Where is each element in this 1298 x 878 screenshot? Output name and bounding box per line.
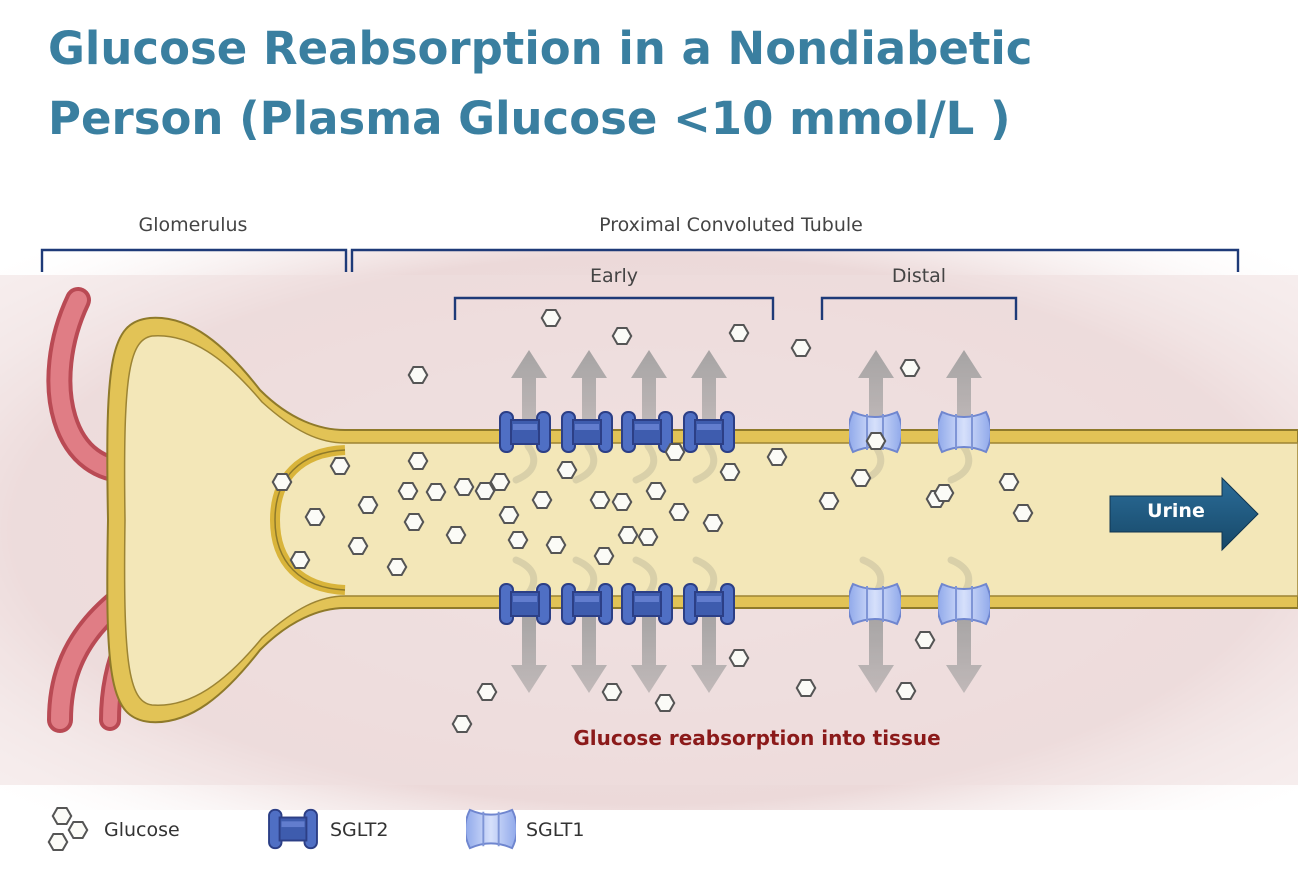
sglt1-transporter [938,411,990,453]
glucose-molecule [498,505,520,525]
legend-sglt2-icon [268,808,318,850]
distal-bracket [820,296,1018,320]
glucose-molecule [702,513,724,533]
glomerulus-label: Glomerulus [139,214,248,236]
glucose-molecule [397,481,419,501]
glucose-molecule [445,525,467,545]
glucose-molecule [589,490,611,510]
glucose-molecule [601,682,623,702]
glucose-molecule [407,451,429,471]
glucose-molecule [933,483,955,503]
early-label: Early [590,265,638,287]
glucose-molecule [357,495,379,515]
sglt1-transporter [938,583,990,625]
glucose-molecule [728,648,750,668]
glucose-molecule [668,502,690,522]
tissue-reabsorption-label: Glucose reabsorption into tissue [573,726,940,750]
glucose-molecule [899,358,921,378]
glucose-molecule [645,481,667,501]
glucose-molecule [795,678,817,698]
glucose-molecule [895,681,917,701]
glucose-molecule [611,326,633,346]
glucose-molecule [407,365,429,385]
glucose-molecule [556,460,578,480]
glucose-molecule [403,512,425,532]
glucose-molecule [507,530,529,550]
glucose-molecule [531,490,553,510]
glucose-molecule [386,557,408,577]
glucose-molecule [474,481,496,501]
glucose-molecule [289,550,311,570]
sglt1-transporter [849,583,901,625]
pct-bracket [350,248,1240,272]
region-brackets [40,248,1240,320]
glucose-molecule [728,323,750,343]
legend-sglt2-label: SGLT2 [330,819,388,841]
glucose-molecule [304,507,326,527]
glucose-molecule [617,525,639,545]
glucose-molecule [540,308,562,328]
urine-label: Urine [1147,500,1205,522]
legend-sglt1-icon [466,808,516,850]
glucose-molecule [790,338,812,358]
legend-sglt1-label: SGLT1 [526,819,584,841]
slide-title: Glucose Reabsorption in a Nondiabetic Pe… [48,14,1268,154]
glucose-molecule [593,546,615,566]
glucose-molecule [476,682,498,702]
glucose-molecule [329,456,351,476]
glucose-molecule [271,472,293,492]
pct-label: Proximal Convoluted Tubule [599,214,863,236]
title-line-2: Person (Plasma Glucose <10 mmol/L ) [48,92,1011,145]
urine-arrow: Urine [1109,476,1259,552]
glucose-molecule [719,462,741,482]
legend: Glucose SGLT2 SGLT1 [47,806,584,852]
glucose-molecule [347,536,369,556]
glucose-molecule [1012,503,1034,523]
glucose-molecule [998,472,1020,492]
glucose-molecule [611,492,633,512]
glucose-molecule [914,630,936,650]
glucose-molecule [865,431,887,451]
glucose-molecule [818,491,840,511]
legend-glucose-icon [47,806,89,852]
glucose-molecule [637,527,659,547]
glucose-molecule [545,535,567,555]
glucose-molecule [489,472,511,492]
title-line-1: Glucose Reabsorption in a Nondiabetic [48,22,1033,75]
glucose-molecule [664,442,686,462]
early-bracket [453,296,775,320]
glomerulus-bracket [40,248,348,272]
glucose-molecule [850,468,872,488]
glucose-molecule [766,447,788,467]
glucose-molecule [425,482,447,502]
glucose-molecule [453,477,475,497]
legend-glucose-label: Glucose [104,819,180,841]
glucose-molecule [654,693,676,713]
distal-label: Distal [892,265,946,287]
glucose-molecule [451,714,473,734]
